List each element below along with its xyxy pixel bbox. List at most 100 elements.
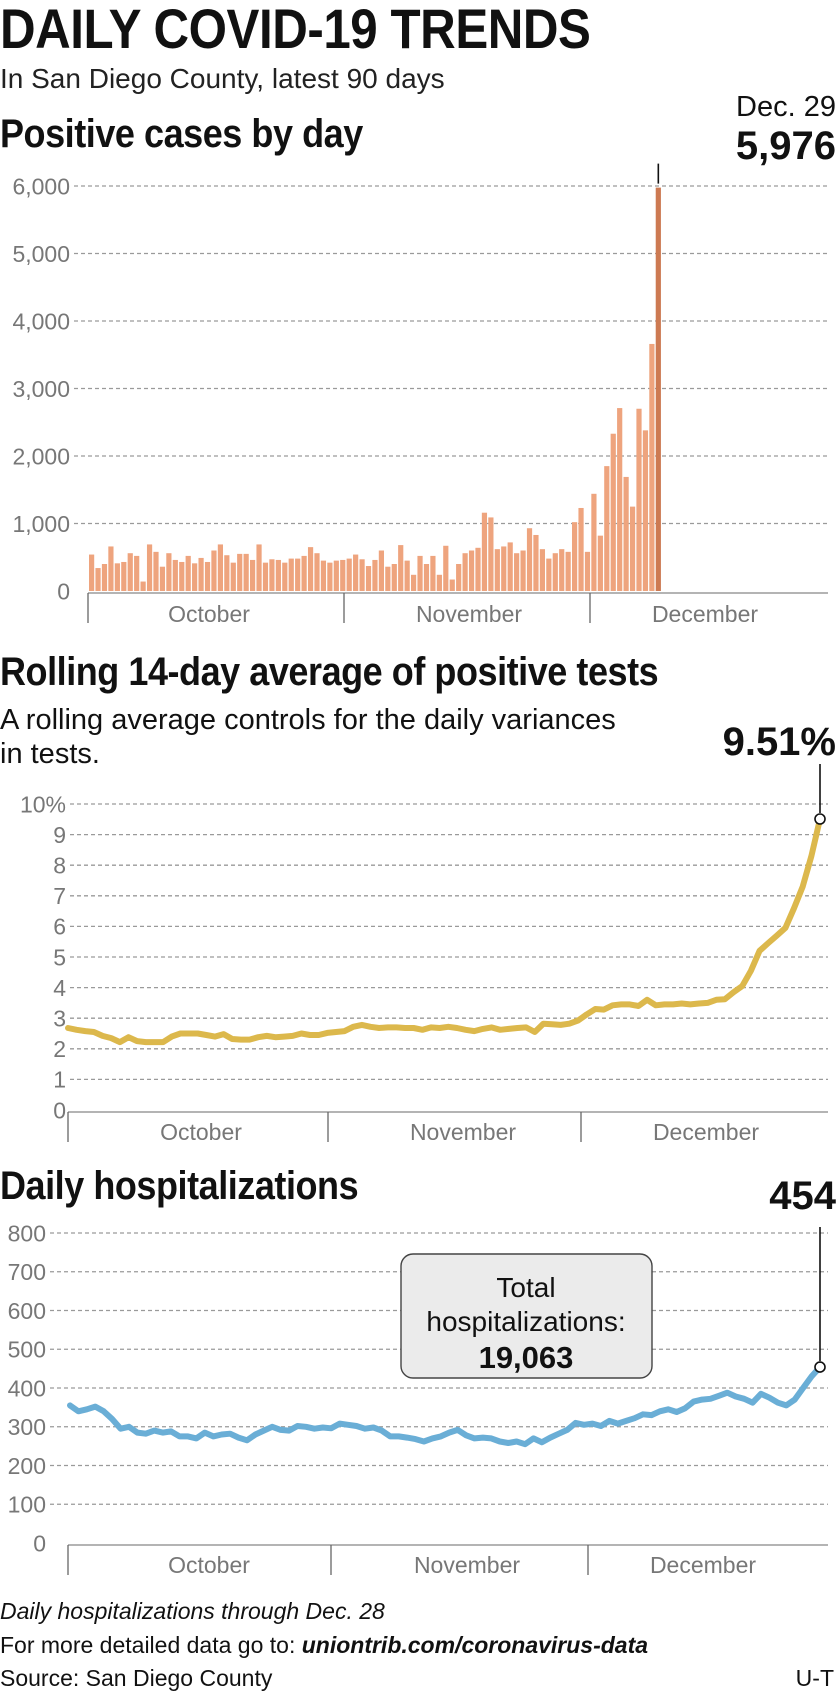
cases-bar	[153, 551, 159, 591]
cases-bar	[391, 564, 397, 591]
cases-bar	[372, 559, 378, 591]
cases-bar	[617, 408, 623, 591]
hospitalizations-chart: 0 100 200 300 400 500 600 700 800 October November…	[8, 1174, 837, 1578]
callout-label-line1: Total	[496, 1272, 555, 1303]
main-subtitle: In San Diego County, latest 90 days	[0, 63, 445, 94]
cases-bar	[95, 568, 101, 591]
cases-bar	[275, 559, 281, 591]
cases-bar	[301, 555, 307, 591]
cases-bar	[423, 564, 430, 591]
cases-bar	[629, 506, 636, 591]
cases-bar	[559, 549, 565, 591]
cases-chart-title: Positive cases by day	[0, 112, 363, 156]
cases-bar	[89, 554, 95, 591]
cases-bar	[101, 564, 108, 591]
cases-bar	[642, 430, 649, 591]
cases-bar	[520, 550, 526, 591]
cases-bar	[404, 560, 410, 591]
cases-bar	[449, 579, 455, 591]
cases-month-label: October	[168, 601, 250, 627]
cases-bar	[230, 562, 236, 591]
positivity-chart: 0 1 2 3 4 5 6 7 8 9 10% October November December 9.51…	[20, 720, 836, 1145]
positivity-chart-subtitle-line2: in tests.	[0, 738, 100, 770]
cases-bar	[114, 563, 120, 591]
rate-end-marker	[814, 813, 826, 825]
cases-bar	[501, 546, 507, 591]
cases-bar	[507, 542, 513, 591]
hosp-y-tick-label: 500	[8, 1337, 46, 1363]
rate-y-tick-label: 10%	[20, 791, 66, 817]
cases-annotation-date: Dec. 29	[736, 91, 836, 123]
cases-bar	[468, 550, 475, 591]
callout-label-line2: hospitalizations:	[426, 1306, 625, 1337]
cases-y-tick-label: 0	[57, 578, 70, 604]
cases-bar	[514, 553, 520, 591]
rate-line	[65, 816, 823, 1046]
cases-bar	[526, 528, 533, 591]
credit: U-T	[795, 1665, 834, 1691]
cases-month-label: December	[652, 601, 758, 627]
cases-bar	[320, 560, 327, 591]
rate-y-tick-label: 8	[53, 852, 66, 878]
hosp-y-tick-label: 0	[33, 1530, 46, 1556]
cases-bar	[185, 555, 191, 591]
cases-bar	[417, 555, 423, 591]
hosp-y-tick-label: 700	[8, 1259, 46, 1285]
cases-bar	[192, 563, 198, 591]
cases-bar	[655, 187, 661, 591]
cases-bar	[211, 550, 217, 591]
rate-month-label: October	[160, 1119, 242, 1145]
cases-bar	[340, 559, 346, 591]
rate-y-tick-label: 5	[53, 944, 66, 970]
rate-y-tick-label: 1	[53, 1067, 66, 1093]
cases-bar	[591, 493, 597, 591]
hosp-y-tick-label: 200	[8, 1453, 46, 1479]
cases-bar	[398, 545, 404, 591]
cases-bar	[456, 564, 462, 591]
main-title: DAILY COVID-19 TRENDS	[0, 0, 591, 60]
positivity-chart-title: Rolling 14-day average of positive tests	[0, 650, 659, 694]
cases-month-label: November	[416, 601, 522, 627]
rate-y-tick-label: 4	[53, 975, 66, 1001]
cases-y-tick-label: 3,000	[12, 376, 70, 402]
cases-y-tick-label: 1,000	[12, 511, 70, 537]
cases-chart: 0 1,000 2,000 3,000 4,000 5,000 6,000 October No…	[12, 91, 836, 627]
rate-annotation-value: 9.51%	[723, 720, 836, 764]
hosp-y-tick-label: 600	[8, 1298, 46, 1324]
cases-bar	[378, 550, 384, 591]
cases-bar	[172, 559, 178, 591]
cases-y-tick-label: 2,000	[12, 443, 70, 469]
cases-bar	[584, 551, 591, 591]
cases-bar	[546, 558, 552, 591]
rate-y-tick-label: 6	[53, 914, 66, 940]
more-data-line: For more detailed data go to: uniontrib.…	[0, 1632, 648, 1659]
cases-y-tick-label: 6,000	[12, 173, 70, 199]
cases-bar	[243, 553, 249, 591]
cases-bar	[166, 553, 172, 591]
cases-bar	[159, 566, 166, 591]
cases-annotation-value: 5,976	[736, 124, 836, 168]
cases-bar	[539, 549, 545, 591]
cases-bar	[327, 562, 333, 591]
cases-bar	[269, 559, 275, 591]
cases-bar	[533, 534, 539, 591]
cases-bar	[430, 555, 436, 591]
cases-bar	[623, 476, 629, 591]
hosp-line	[67, 1364, 823, 1448]
more-data-link[interactable]: uniontrib.com/coronavirus-data	[301, 1632, 649, 1658]
cases-bar	[488, 517, 494, 591]
cases-bar	[411, 574, 417, 591]
hosp-month-label: November	[414, 1552, 520, 1578]
footnote: Daily hospitalizations through Dec. 28	[0, 1598, 385, 1624]
rate-y-tick-label: 0	[53, 1097, 66, 1123]
total-hospitalizations-callout	[400, 1253, 653, 1379]
rate-y-tick-label: 3	[53, 1005, 66, 1031]
cases-bar	[462, 553, 468, 591]
cases-bar	[288, 558, 294, 591]
cases-bar	[198, 557, 204, 591]
cases-bar	[108, 546, 114, 591]
hosp-month-label: December	[650, 1552, 756, 1578]
cases-bar	[134, 555, 140, 591]
cases-bar	[353, 554, 359, 591]
rate-y-tick-label: 2	[53, 1036, 66, 1062]
